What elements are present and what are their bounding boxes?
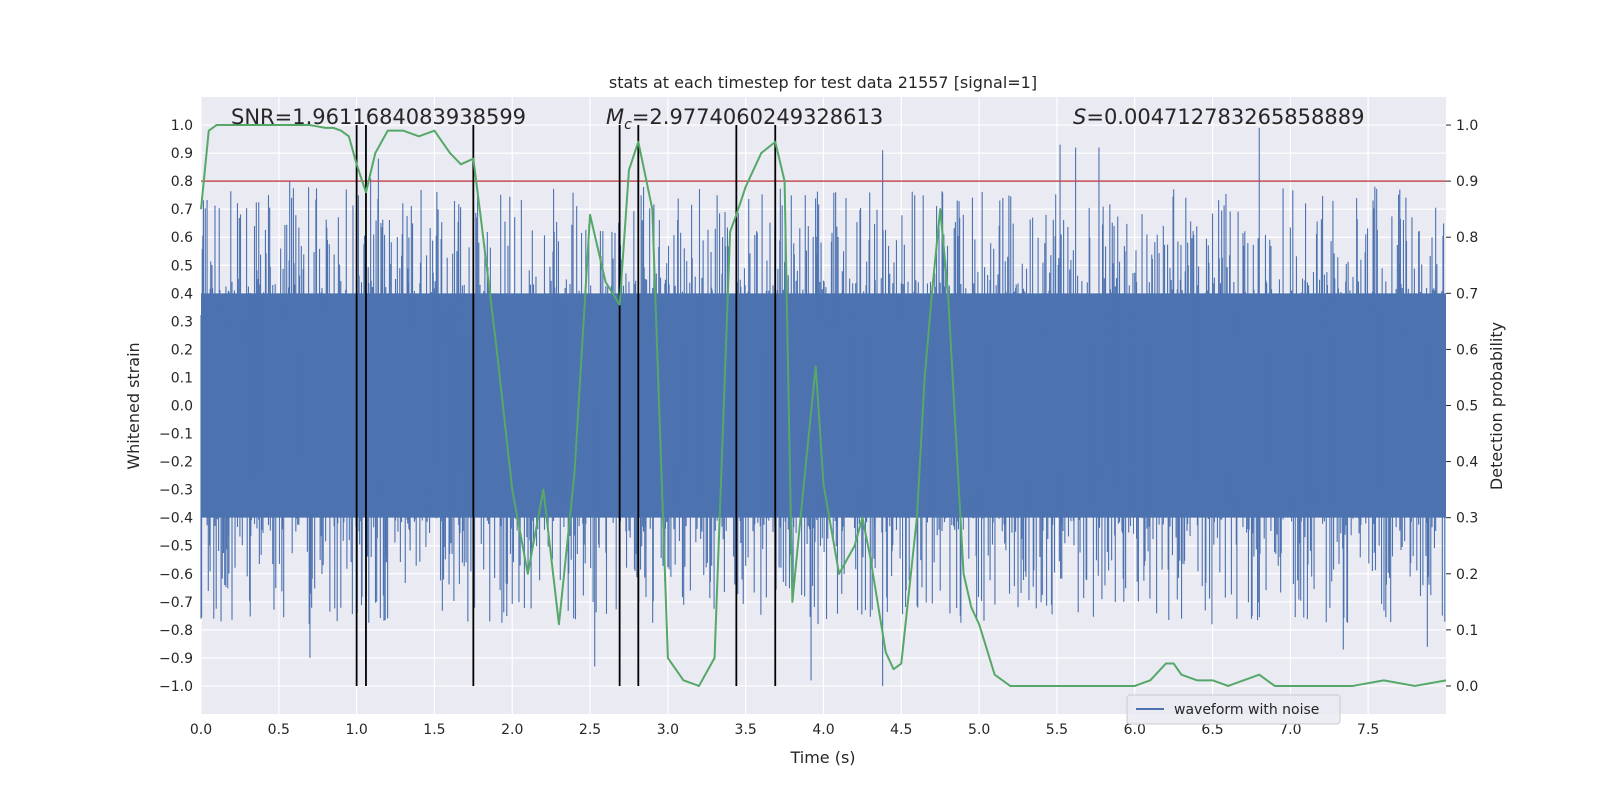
s-symbol: S [1073,105,1086,129]
y-tick-label: −0.1 [159,427,193,443]
mc-value: =2.9774060249328613 [632,105,883,129]
x-tick-label: 4.0 [812,722,834,738]
y-tick-label: −0.9 [159,651,193,667]
y-axis-label: Whitened strain [124,342,143,469]
y-tick-label: −0.6 [159,567,193,583]
y2-tick-label: 0.8 [1456,230,1478,246]
x-tick-labels: 0.0 0.5 1.0 1.5 2.0 2.5 3.0 3.5 4.0 4.5 5.0 5.5 6.0 6… [190,722,1379,738]
y2-tick-label: 0.9 [1456,174,1478,190]
y-tick-label: 0.6 [171,230,193,246]
y2-tick-label: 0.2 [1456,567,1478,583]
y2-tick-labels: 0.0 0.1 0.2 0.3 0.4 0.5 0.6 0.7 0.8 0.9 1.0 [1446,118,1478,695]
legend: waveform with noise [1126,694,1341,725]
y-tick-label: 0.9 [171,146,193,162]
y-tick-label: 0.1 [171,370,193,386]
y2-tick-label: 1.0 [1456,118,1478,134]
y2-tick-label: 0.6 [1456,342,1478,358]
y-tick-label: 0.8 [171,174,193,190]
y-tick-label: 0.0 [171,399,193,415]
x-axis-label: Time (s) [789,748,855,767]
probability-series [200,124,1447,687]
mc-annotation: Mc=2.9774060249328613 [606,105,883,133]
x-tick-label: 0.5 [268,722,290,738]
y2-tick-label: 0.0 [1456,679,1478,695]
legend-label: waveform with noise [1174,702,1319,718]
x-tick-label: 1.0 [345,722,367,738]
x-tick-label: 5.5 [1046,722,1068,738]
s-annotation: S=0.004712783265858889 [1073,105,1364,129]
x-tick-label: 7.5 [1357,722,1379,738]
x-tick-label: 2.5 [579,722,601,738]
event-lines [355,125,777,686]
x-tick-label: 6.0 [1124,722,1146,738]
mc-symbol: M [606,105,624,129]
y-tick-label: −1.0 [159,679,193,695]
y2-axis-label: Detection probability [1487,322,1506,490]
y-tick-label: −0.7 [159,595,193,611]
legend-box [1126,694,1341,725]
s-value: =0.004712783265858889 [1086,105,1364,129]
x-tick-label: 4.5 [890,722,912,738]
y2-tick-label: 0.4 [1456,455,1478,471]
x-tick-label: 1.5 [423,722,445,738]
y-tick-label: −0.4 [159,511,193,527]
snr-annotation: SNR=1.9611684083938599 [231,105,526,129]
y-tick-label: 0.7 [171,202,193,218]
y2-tick-label: 0.1 [1456,623,1478,639]
y-tick-label: −0.2 [159,455,193,471]
y-tick-label: 1.0 [171,118,193,134]
y2-tick-label: 0.5 [1456,399,1478,415]
chart-title: stats at each timestep for test data 215… [609,73,1037,92]
mc-subscript: c [624,117,632,133]
y2-tick-label: 0.7 [1456,286,1478,302]
y-tick-label: 0.3 [171,314,193,330]
x-tick-label: 5.0 [968,722,990,738]
x-tick-label: 7.0 [1279,722,1301,738]
y-tick-labels: −1.0 −0.9 −0.8 −0.7 −0.6 −0.5 −0.4 −0.3 −0.2 −0.1… [159,118,193,695]
y-tick-label: −0.8 [159,623,193,639]
y-tick-label: −0.5 [159,539,193,555]
y-tick-label: 0.2 [171,342,193,358]
y-tick-label: −0.3 [159,483,193,499]
y-tick-label: 0.4 [171,286,193,302]
probability-line [200,124,1447,687]
y-tick-label: 0.5 [171,258,193,274]
x-tick-label: 0.0 [190,722,212,738]
x-tick-label: 3.5 [735,722,757,738]
y2-tick-label: 0.3 [1456,511,1478,527]
x-tick-label: 6.5 [1201,722,1223,738]
x-tick-label: 3.0 [657,722,679,738]
x-tick-label: 2.0 [501,722,523,738]
